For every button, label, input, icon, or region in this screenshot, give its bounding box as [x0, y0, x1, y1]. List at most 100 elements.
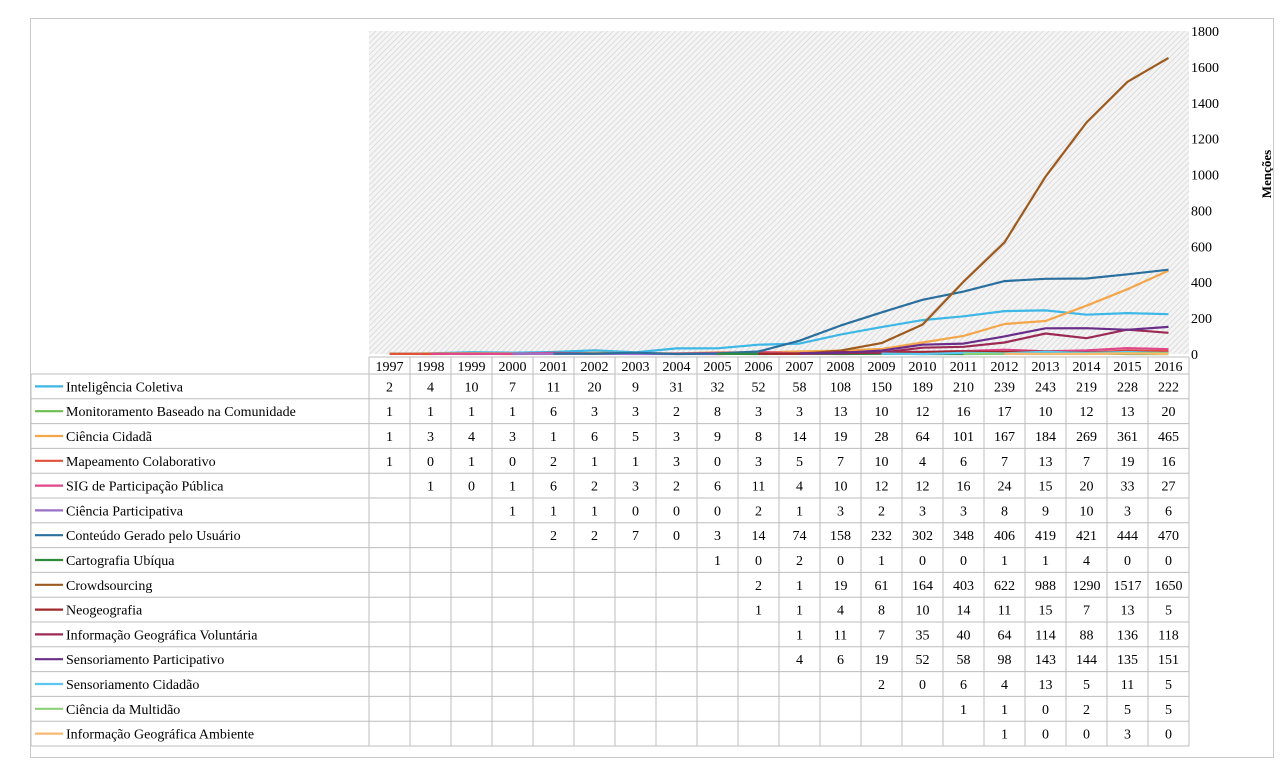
data-label: 4: [1083, 554, 1090, 569]
data-label: 20: [1162, 405, 1176, 420]
data-label: 6: [714, 480, 721, 495]
data-label: 24: [998, 480, 1012, 495]
data-label: 465: [1158, 430, 1179, 445]
series-name: Cartografia Ubíqua: [66, 554, 175, 569]
data-label: 1: [878, 554, 885, 569]
x-tick-label: 1998: [417, 360, 445, 375]
data-label: 1: [550, 430, 557, 445]
data-label: 3: [673, 455, 680, 470]
data-label: 0: [1124, 554, 1131, 569]
data-label: 0: [960, 554, 967, 569]
series-line: [799, 325, 1169, 355]
data-label: 10: [916, 604, 930, 619]
data-label: 88: [1080, 628, 1094, 643]
y-tick-label: 600: [1191, 240, 1212, 255]
data-label: 419: [1035, 529, 1056, 544]
series-name: Sensoriamento Participativo: [66, 653, 224, 668]
data-label: 1: [509, 480, 516, 495]
data-label: 7: [1083, 455, 1090, 470]
y-tick-label: 800: [1191, 204, 1212, 219]
data-label: 32: [711, 380, 725, 395]
data-label: 0: [714, 504, 721, 519]
data-label: 1: [960, 703, 967, 718]
data-label: 11: [1121, 678, 1134, 693]
data-label: 2: [591, 480, 598, 495]
x-tick-label: 2011: [950, 360, 977, 375]
series-name: Crowdsourcing: [66, 579, 152, 594]
data-label: 35: [916, 628, 930, 643]
x-tick-label: 2013: [1032, 360, 1060, 375]
series-name: Sensoriamento Cidadão: [66, 678, 199, 693]
data-label: 7: [837, 455, 844, 470]
x-tick-label: 2005: [704, 360, 732, 375]
data-label: 4: [1001, 678, 1008, 693]
data-label: 361: [1117, 430, 1138, 445]
y-tick-label: 200: [1191, 312, 1212, 327]
x-tick-label: 2001: [540, 360, 568, 375]
data-label: 16: [957, 405, 971, 420]
data-label: 0: [1042, 728, 1049, 743]
data-label: 10: [465, 380, 479, 395]
data-label: 10: [875, 405, 889, 420]
data-label: 1: [714, 554, 721, 569]
data-label: 1: [509, 405, 516, 420]
data-label: 2: [386, 380, 393, 395]
data-label: 1290: [1073, 579, 1101, 594]
data-label: 158: [830, 529, 851, 544]
data-label: 0: [919, 554, 926, 569]
data-label: 988: [1035, 579, 1056, 594]
data-label: 15: [1039, 480, 1053, 495]
series-name: Ciência Cidadã: [66, 430, 153, 445]
data-label: 19: [875, 653, 889, 668]
data-label: 1: [509, 504, 516, 519]
data-label: 1: [1001, 554, 1008, 569]
data-label: 2: [673, 405, 680, 420]
data-label: 5: [796, 455, 803, 470]
series-name: Ciência Participativa: [66, 504, 184, 519]
data-label: 6: [960, 678, 967, 693]
data-label: 9: [632, 380, 639, 395]
y-tick-label: 1800: [1191, 25, 1219, 40]
data-label: 0: [837, 554, 844, 569]
data-label: 3: [632, 480, 639, 495]
data-label: 3: [427, 430, 434, 445]
data-label: 118: [1158, 628, 1178, 643]
data-label: 4: [468, 430, 475, 445]
data-label: 11: [547, 380, 560, 395]
data-label: 0: [468, 480, 475, 495]
x-tick-label: 2016: [1155, 360, 1183, 375]
x-tick-label: 2002: [581, 360, 609, 375]
data-label: 348: [953, 529, 974, 544]
data-label: 1: [427, 405, 434, 420]
data-label: 6: [591, 430, 598, 445]
data-label: 0: [632, 504, 639, 519]
data-label: 406: [994, 529, 1015, 544]
y-axis: 0 200 400 600 800 1000 1200 1400 1600 1800: [1191, 25, 1219, 363]
data-label: 16: [1162, 455, 1176, 470]
data-label: 33: [1121, 480, 1135, 495]
data-label: 2: [673, 480, 680, 495]
data-label: 269: [1076, 430, 1097, 445]
data-label: 8: [878, 604, 885, 619]
data-label: 1: [755, 604, 762, 619]
data-label: 2: [550, 529, 557, 544]
data-label: 1: [386, 405, 393, 420]
data-label: 10: [875, 455, 889, 470]
data-label: 12: [1080, 405, 1094, 420]
y-tick-label: 1600: [1191, 61, 1219, 76]
data-label: 5: [1165, 678, 1172, 693]
data-label: 3: [796, 405, 803, 420]
data-label: 13: [834, 405, 848, 420]
data-label: 40: [957, 628, 971, 643]
data-label: 7: [509, 380, 516, 395]
x-tick-label: 2015: [1114, 360, 1142, 375]
data-label: 0: [1083, 728, 1090, 743]
data-label: 14: [957, 604, 971, 619]
data-label: 0: [509, 455, 516, 470]
data-label: 219: [1076, 380, 1097, 395]
data-label: 7: [1083, 604, 1090, 619]
data-label: 5: [1165, 604, 1172, 619]
data-label: 10: [1039, 405, 1053, 420]
data-label: 2: [591, 529, 598, 544]
data-label: 232: [871, 529, 892, 544]
